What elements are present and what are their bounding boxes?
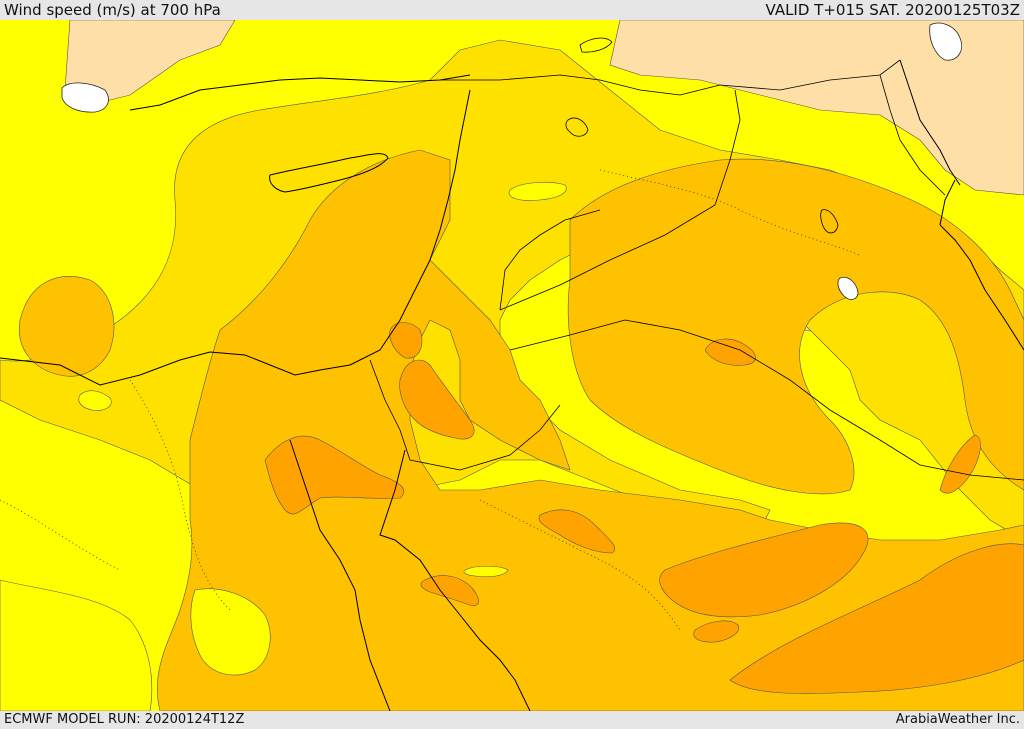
band-low-island-1 <box>508 181 567 201</box>
band-low-southwest <box>0 579 153 711</box>
band-level-4-h <box>939 434 981 494</box>
band-level-4-b <box>729 543 1024 694</box>
red-sea-coast-east <box>379 449 531 711</box>
map-title: Wind speed (m/s) at 700 hPa <box>4 1 221 19</box>
band-low-southwest-2 <box>190 588 271 676</box>
red-sea-coast-west <box>289 439 391 711</box>
band-level-4-d <box>399 359 475 440</box>
band-level-3-east <box>567 158 1024 495</box>
footer-bar: ECMWF MODEL RUN: 20200124T12Z ArabiaWeat… <box>0 711 1024 729</box>
cyprus-coast <box>269 153 389 193</box>
border-line-1 <box>499 89 741 311</box>
coastline-mediterranean <box>0 89 471 386</box>
band-level-4-j <box>389 322 423 359</box>
border-line-6 <box>719 59 901 91</box>
persian-gulf-coast <box>939 179 1024 351</box>
valid-time: VALID T+015 SAT. 20200125T03Z <box>765 1 1020 19</box>
band-very-low-ne <box>609 20 1024 196</box>
border-line-2 <box>509 319 1024 481</box>
band-level-3-west <box>18 276 115 377</box>
masked-area-ne <box>929 22 962 61</box>
lake-1 <box>565 117 589 137</box>
border-line-3 <box>369 359 561 471</box>
coastline-anatolia <box>129 74 471 111</box>
band-level-4-a <box>659 522 869 618</box>
band-level-4-c <box>264 435 405 515</box>
band-level-4-e <box>538 509 616 554</box>
border-line-4 <box>499 209 601 311</box>
header-bar: Wind speed (m/s) at 700 hPa VALID T+015 … <box>0 0 1024 20</box>
model-run: ECMWF MODEL RUN: 20200124T12Z <box>4 712 245 727</box>
band-level-4-g <box>693 620 740 643</box>
lake-3 <box>820 209 839 234</box>
credit: ArabiaWeather Inc. <box>895 712 1020 727</box>
caspian-coast <box>899 59 961 186</box>
band-low-island-3 <box>78 390 112 411</box>
masked-area-nw <box>61 82 109 113</box>
map-canvas <box>0 20 1024 711</box>
band-level-4-i <box>704 338 756 366</box>
border-line-7 <box>879 74 946 196</box>
lake-2 <box>579 37 613 53</box>
wind-speed-map <box>0 20 1024 711</box>
border-line-5 <box>440 74 721 96</box>
terrain-contour-2 <box>599 169 861 256</box>
masked-area-e <box>837 276 859 300</box>
band-low-island-2 <box>463 565 509 578</box>
